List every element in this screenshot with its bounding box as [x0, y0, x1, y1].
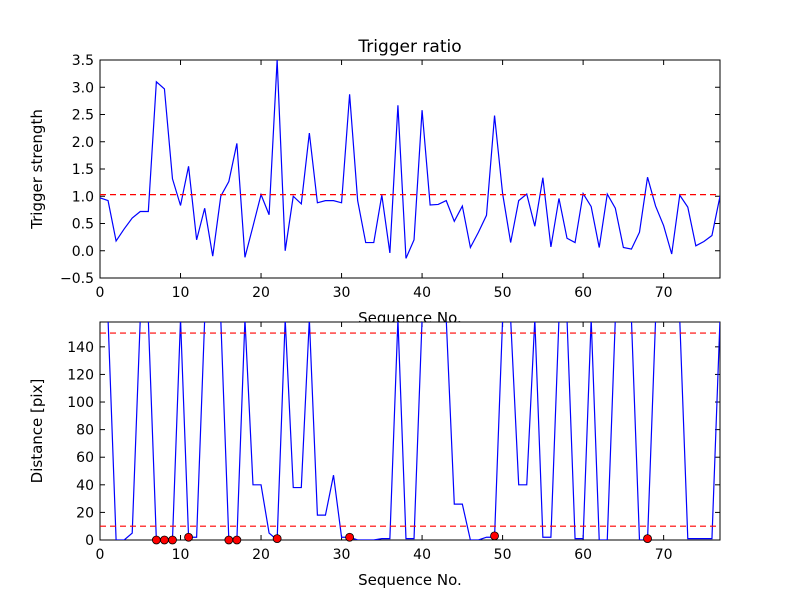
plot2-xtick-label: 70: [655, 547, 673, 563]
plot1-ytick-label: 1.0: [72, 189, 94, 205]
plot2-marker-point: [184, 532, 193, 542]
plot1-xtick-label: 0: [96, 285, 105, 301]
plot1-y-axis-label: Trigger strength: [28, 109, 46, 230]
plot2-marker-point: [168, 535, 177, 545]
plot2-ytick-label: 100: [67, 395, 94, 411]
plot1-ytick-label: 3.5: [72, 53, 94, 69]
plot1-xtick-label: 10: [172, 285, 190, 301]
plot2-marker-point: [232, 535, 242, 545]
plot2-ytick-label: 20: [76, 505, 94, 521]
plot2-ytick-label: 60: [76, 450, 94, 466]
plot2-marker-point: [345, 532, 355, 542]
plot1-series-line: [100, 60, 720, 259]
plot2-axes-frame: [99, 321, 721, 541]
plot2-xtick-label: 30: [333, 547, 351, 563]
plot1-ytick-label: −0.5: [60, 271, 94, 287]
plot1-xtick-label: 50: [494, 285, 512, 301]
plot2-group: 0 20 40 60 80 100 120 140 0 10 20 30 40 50 60 70 Sequenc…: [28, 321, 721, 589]
plot1-xtick-label: 60: [574, 285, 592, 301]
plot1-xtick-label: 30: [333, 285, 351, 301]
plot2-xtick-label: 0: [96, 547, 105, 563]
plot1-ytick-label: 1.5: [72, 162, 94, 178]
plot1-ytick-label: 3.0: [72, 80, 94, 96]
plot1-xtick-label: 70: [655, 285, 673, 301]
plot2-xtick-label: 40: [413, 547, 431, 563]
plot1-ytick-label: 2.5: [72, 108, 94, 124]
plot2-xtick-label: 50: [494, 547, 512, 563]
plot2-marker-point: [643, 534, 652, 544]
plot2-data-group: [107, 322, 720, 540]
plot1-data-group: [100, 60, 720, 259]
plot2-y-axis-label: Distance [pix]: [28, 379, 46, 484]
plot1-title: Trigger ratio: [357, 37, 461, 57]
plot1-ytick-label: 0.0: [72, 244, 94, 260]
plot1-xtick-label: 40: [413, 285, 431, 301]
plot2-marker-point: [490, 531, 499, 541]
plot2-marker-point: [160, 535, 169, 545]
plot2-xtick-label: 60: [574, 547, 592, 563]
plot1-ytick-label: 2.0: [72, 135, 94, 151]
plot2-ytick-label: 40: [76, 478, 94, 494]
plot2-marker-point: [224, 535, 234, 545]
plot1-axes-frame: [99, 59, 721, 279]
plot2-marker-point: [151, 535, 161, 545]
plot2-xtick-label: 10: [172, 547, 190, 563]
plot1-group: −0.5 0.0 0.5 1.0 1.5 2.0 2.5 3.0 3.5 0 10 20 30 40 50 6…: [28, 37, 721, 327]
plot2-ytick-label: 120: [67, 367, 94, 383]
plot2-xtick-label: 20: [252, 547, 270, 563]
plot2-ytick-label: 140: [67, 340, 94, 356]
plot2-ytick-label: 0: [85, 533, 94, 549]
plot2-x-axis-label: Sequence No.: [358, 571, 462, 589]
plot1-xtick-label: 20: [252, 285, 270, 301]
plot2-marker-point: [272, 534, 282, 544]
plot1-ytick-label: 0.5: [72, 217, 94, 233]
plot2-ytick-label: 80: [76, 423, 94, 439]
plot2-series-line: [107, 322, 720, 540]
